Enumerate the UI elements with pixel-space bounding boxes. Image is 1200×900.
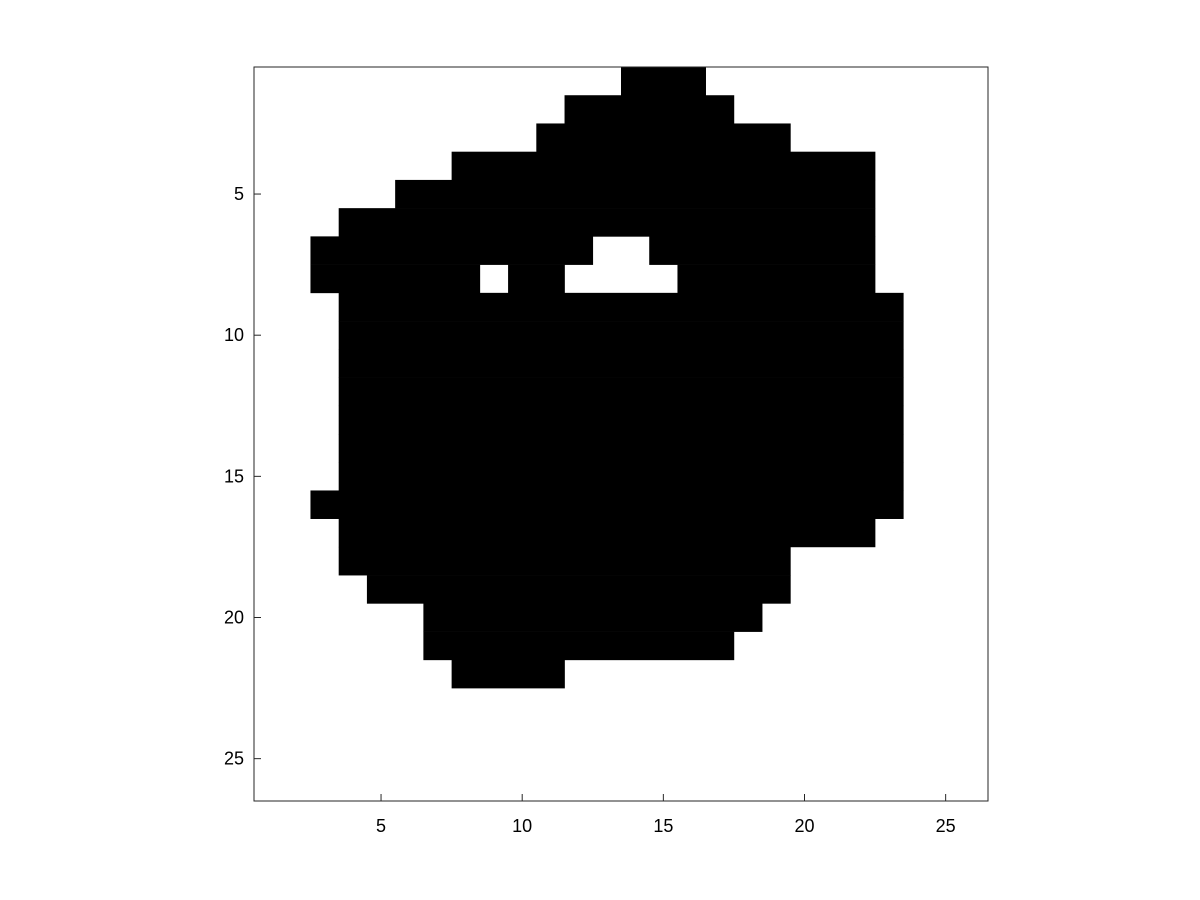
filled-cell-run-row-7-1: [649, 236, 876, 265]
filled-cell-run-row-14-0: [338, 434, 904, 463]
filled-cell-run-row-5-0: [395, 179, 876, 209]
filled-cell-run-row-8-0: [310, 264, 481, 294]
y-tick-label-5: 5: [234, 184, 244, 204]
filled-cell-run-row-11-0: [338, 349, 904, 378]
filled-cell-run-row-19-0: [366, 575, 791, 604]
filled-cell-run-row-7-0: [310, 236, 594, 265]
filled-cell-run-row-9-0: [338, 292, 904, 322]
filled-cell-run-row-13-0: [338, 405, 904, 435]
y-axis: 5 10 15 20 25: [224, 184, 261, 769]
filled-cell-run-row-22-0: [451, 659, 565, 689]
filled-cell-run-row-17-0: [338, 518, 876, 548]
filled-cell-run-row-18-0: [338, 546, 791, 576]
filled-cell-run-row-3-0: [536, 123, 791, 152]
filled-cell-run-row-8-1: [508, 264, 565, 294]
x-tick-label-5: 5: [376, 816, 386, 836]
filled-cell-run-row-10-0: [338, 321, 904, 350]
filled-cell-run-row-20-0: [423, 603, 763, 632]
filled-cell-run-row-12-0: [338, 377, 904, 407]
x-tick-label-20: 20: [794, 816, 814, 836]
axes-box: [253, 66, 989, 802]
filled-cell-run-row-6-0: [338, 208, 876, 237]
filled-cell-run-row-4-0: [451, 151, 876, 181]
x-axis: 5 10 15 20 25: [376, 794, 956, 836]
filled-cell-run-row-2-0: [564, 95, 735, 124]
y-tick-label-20: 20: [224, 608, 244, 628]
y-tick-label-10: 10: [224, 325, 244, 345]
x-tick-label-25: 25: [936, 816, 956, 836]
image-cells: [310, 67, 904, 689]
filled-cell-run-row-8-2: [677, 264, 876, 294]
x-tick-label-10: 10: [512, 816, 532, 836]
x-tick-label-15: 15: [653, 816, 673, 836]
y-tick-label-25: 25: [224, 749, 244, 769]
plot-area: 5 10 15 20 25 5 10 15 20 25: [224, 66, 989, 836]
filled-cell-run-row-1-0: [621, 67, 706, 96]
filled-cell-run-row-15-0: [338, 462, 904, 491]
filled-cell-run-row-16-0: [310, 490, 904, 519]
filled-cell-run-row-21-0: [423, 631, 735, 661]
y-tick-label-15: 15: [224, 466, 244, 486]
